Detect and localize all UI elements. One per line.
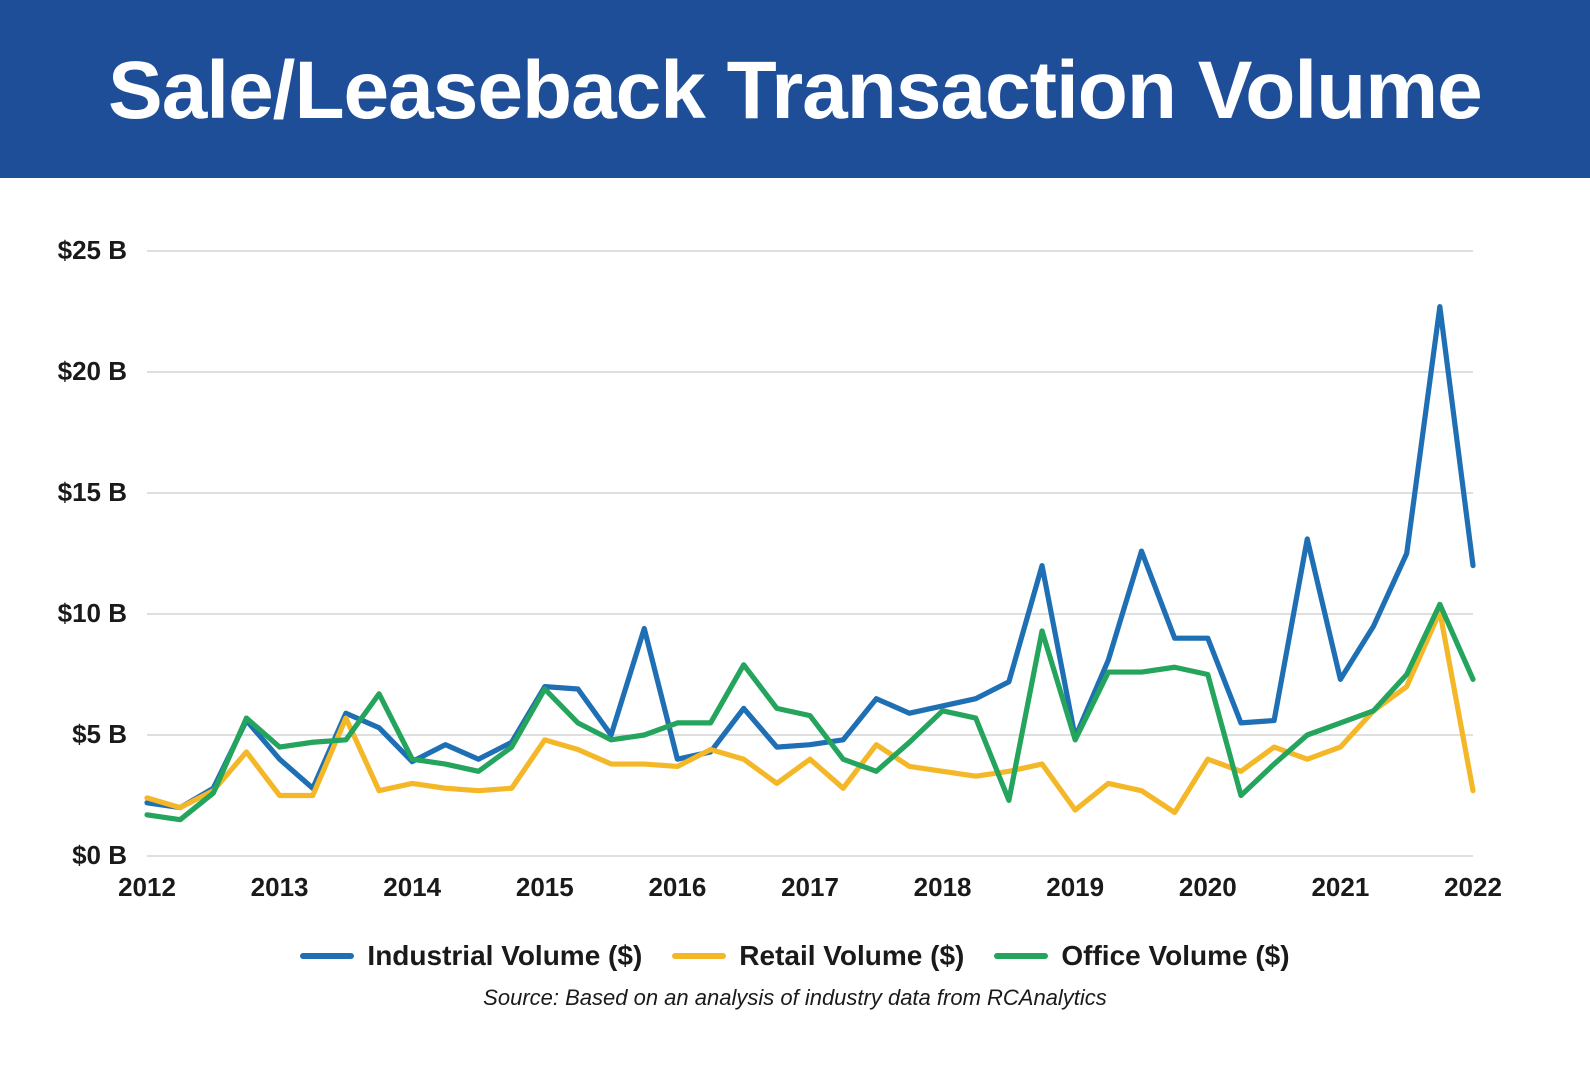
svg-text:$0 B: $0 B <box>72 840 127 870</box>
svg-text:2012: 2012 <box>118 872 176 902</box>
svg-text:$15 B: $15 B <box>58 477 127 507</box>
svg-text:2016: 2016 <box>648 872 706 902</box>
svg-text:2019: 2019 <box>1046 872 1104 902</box>
svg-text:2014: 2014 <box>383 872 441 902</box>
svg-text:2013: 2013 <box>251 872 309 902</box>
svg-text:2020: 2020 <box>1179 872 1237 902</box>
svg-text:$25 B: $25 B <box>58 235 127 265</box>
svg-text:2015: 2015 <box>516 872 574 902</box>
svg-text:$10 B: $10 B <box>58 598 127 628</box>
svg-text:$5 B: $5 B <box>72 719 127 749</box>
svg-text:2021: 2021 <box>1311 872 1369 902</box>
svg-text:$20 B: $20 B <box>58 356 127 386</box>
svg-text:2022: 2022 <box>1444 872 1502 902</box>
svg-text:2018: 2018 <box>914 872 972 902</box>
svg-text:2017: 2017 <box>781 872 839 902</box>
